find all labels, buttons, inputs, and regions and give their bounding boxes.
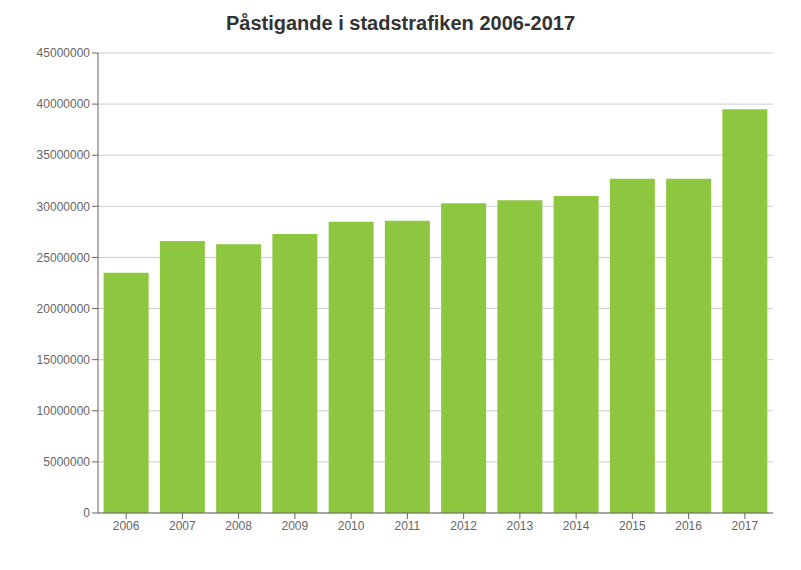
svg-text:2017: 2017 [732, 519, 759, 533]
svg-text:2011: 2011 [394, 519, 420, 533]
svg-text:2007: 2007 [169, 519, 196, 533]
svg-text:2008: 2008 [225, 519, 252, 533]
svg-text:2006: 2006 [113, 519, 140, 533]
svg-text:25000000: 25000000 [37, 251, 91, 265]
svg-text:30000000: 30000000 [37, 200, 91, 214]
svg-text:2015: 2015 [619, 519, 646, 533]
svg-text:2012: 2012 [450, 519, 477, 533]
svg-text:2016: 2016 [675, 519, 702, 533]
svg-text:2010: 2010 [338, 519, 365, 533]
svg-text:2013: 2013 [507, 519, 534, 533]
svg-text:10000000: 10000000 [37, 404, 91, 418]
svg-text:2014: 2014 [563, 519, 590, 533]
svg-text:45000000: 45000000 [37, 46, 91, 60]
svg-text:2009: 2009 [282, 519, 309, 533]
svg-text:0: 0 [83, 506, 90, 520]
svg-text:15000000: 15000000 [37, 353, 91, 367]
svg-text:5000000: 5000000 [43, 455, 90, 469]
html-text:Påstigande i stadstrafiken 200: Påstigande i stadstrafiken 2006-2017 [226, 12, 575, 34]
svg-text:20000000: 20000000 [37, 302, 91, 316]
svg-text:35000000: 35000000 [37, 148, 91, 162]
svg-text:40000000: 40000000 [37, 97, 91, 111]
